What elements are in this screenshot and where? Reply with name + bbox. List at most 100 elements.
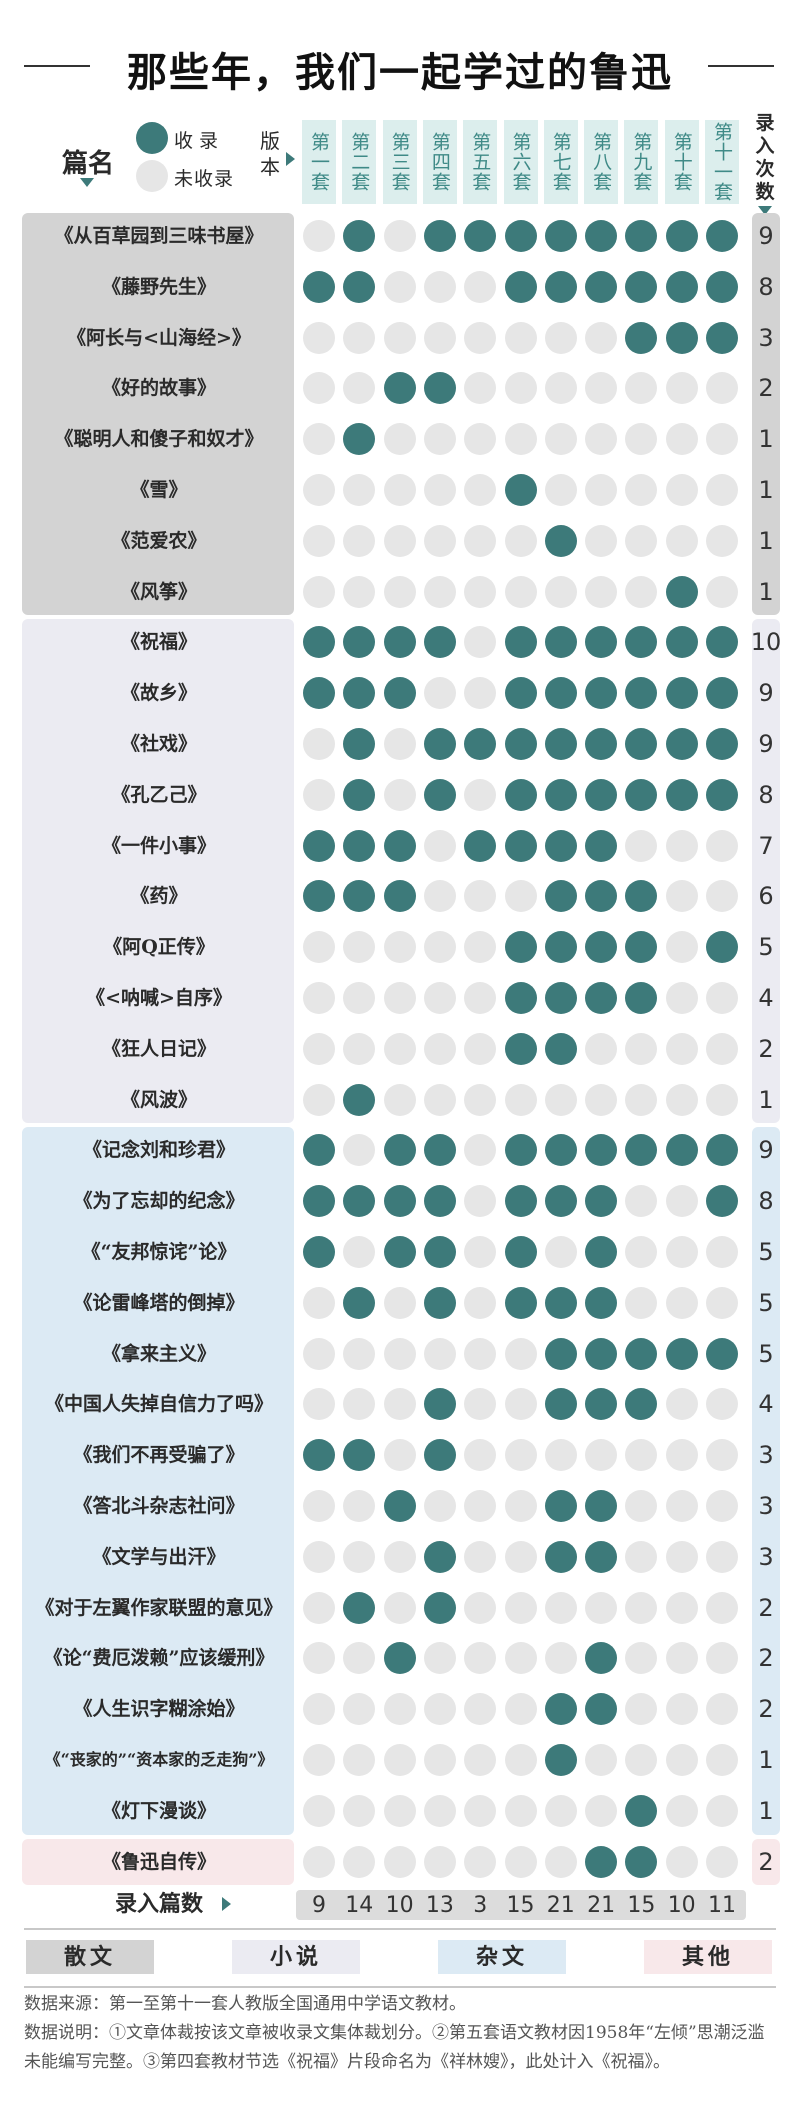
excluded-dot-col-11 (706, 1286, 738, 1319)
included-dot-col-7 (544, 220, 577, 252)
included-dot-col-7 (544, 524, 577, 557)
included-dot-col-1 (303, 1185, 335, 1218)
included-dot-col-7 (544, 829, 577, 862)
included-dot-col-1 (303, 829, 335, 862)
excluded-dot-col-3 (383, 778, 416, 811)
excluded-dot-col-5 (464, 982, 497, 1014)
excluded-dot-col-9 (625, 1286, 658, 1319)
included-dot-col-1 (303, 270, 335, 303)
excluded-dot-col-5 (464, 778, 497, 811)
legend-included-dot (136, 122, 168, 154)
included-dot-col-7 (544, 270, 577, 303)
excluded-dot-col-2 (343, 372, 376, 405)
included-dot-col-2 (343, 1591, 376, 1624)
included-dot-col-8 (585, 829, 618, 862)
excluded-dot-col-7 (544, 1794, 577, 1827)
excluded-dot-col-10 (665, 1744, 698, 1776)
excluded-dot-col-6 (504, 1744, 537, 1776)
included-dot-col-4 (423, 1185, 456, 1218)
included-dot-col-4 (423, 1236, 456, 1268)
excluded-dot-col-11 (706, 575, 738, 608)
excluded-dot-col-3 (383, 1591, 416, 1624)
total-count-col-4: 13 (425, 1893, 454, 1918)
excluded-dot-col-5 (464, 1286, 497, 1319)
excluded-dot-col-5 (464, 372, 497, 405)
excluded-dot-col-8 (585, 1032, 618, 1065)
article-title: 《阿Q正传》 (103, 936, 215, 959)
excluded-dot-col-7 (544, 1083, 577, 1116)
excluded-dot-col-10 (665, 1185, 698, 1218)
inclusion-count: 2 (758, 374, 774, 403)
excluded-dot-col-10 (665, 1540, 698, 1573)
excluded-dot-col-1 (303, 778, 335, 811)
legend-excluded-dot (136, 160, 168, 192)
excluded-dot-col-11 (706, 982, 738, 1014)
excluded-dot-col-9 (625, 1032, 658, 1065)
excluded-dot-col-5 (464, 626, 497, 659)
column-header-7: 第七套 (543, 120, 578, 204)
included-dot-col-2 (343, 728, 376, 760)
article-title: 《风筝》 (120, 580, 197, 603)
excluded-dot-col-6 (504, 575, 537, 608)
included-dot-col-8 (585, 1185, 618, 1218)
count-column-background (752, 213, 780, 616)
included-dot-col-7 (544, 1337, 577, 1370)
excluded-dot-col-5 (464, 1744, 497, 1776)
excluded-dot-col-4 (423, 931, 456, 964)
included-dot-col-10 (665, 778, 698, 811)
inclusion-count: 2 (758, 1695, 774, 1724)
inclusion-count: 2 (758, 1644, 774, 1673)
excluded-dot-col-10 (665, 1845, 698, 1878)
included-dot-col-8 (585, 880, 618, 913)
excluded-dot-col-2 (343, 1490, 376, 1522)
excluded-dot-col-5 (464, 1083, 497, 1116)
excluded-dot-col-4 (423, 1642, 456, 1675)
excluded-dot-col-2 (343, 1642, 376, 1675)
excluded-dot-col-10 (665, 372, 698, 405)
excluded-dot-col-3 (383, 1388, 416, 1421)
included-dot-col-6 (504, 1185, 537, 1218)
included-dot-col-3 (383, 677, 416, 710)
article-title: 《论雷峰塔的倒掉》 (73, 1291, 245, 1314)
excluded-dot-col-10 (665, 1032, 698, 1065)
excluded-dot-col-8 (585, 1591, 618, 1624)
inclusion-count: 6 (758, 882, 774, 911)
excluded-dot-col-1 (303, 220, 335, 252)
excluded-dot-col-5 (464, 575, 497, 608)
excluded-dot-col-4 (423, 474, 456, 506)
inclusion-count: 1 (758, 1796, 774, 1825)
excluded-dot-col-1 (303, 372, 335, 405)
total-count-col-10: 10 (667, 1893, 696, 1918)
column-header-3: 第三套 (382, 120, 417, 204)
excluded-dot-col-9 (625, 1236, 658, 1268)
article-title: 《从百草园到三味书屋》 (54, 225, 264, 247)
excluded-dot-col-1 (303, 1083, 335, 1116)
excluded-dot-col-5 (464, 677, 497, 710)
excluded-dot-col-8 (585, 524, 618, 557)
included-dot-col-7 (544, 982, 577, 1014)
inclusion-count: 8 (758, 272, 774, 301)
excluded-dot-col-5 (464, 474, 497, 506)
included-dot-col-7 (544, 677, 577, 710)
excluded-dot-col-1 (303, 1032, 335, 1065)
excluded-dot-col-5 (464, 1591, 497, 1624)
included-dot-col-3 (383, 829, 416, 862)
total-count-col-7: 21 (546, 1893, 575, 1918)
included-dot-col-9 (625, 270, 658, 303)
article-title: 《一件小事》 (101, 834, 216, 857)
article-title: 《中国人失掉自信力了吗》 (44, 1393, 273, 1416)
excluded-dot-col-2 (343, 1693, 376, 1726)
included-dot-col-8 (585, 270, 618, 303)
column-header-label: 第一套 (308, 132, 330, 192)
excluded-dot-col-3 (383, 524, 416, 557)
article-title: 《狂人日记》 (101, 1037, 216, 1060)
included-dot-col-3 (383, 880, 416, 913)
excluded-dot-col-5 (464, 1185, 497, 1218)
excluded-dot-col-4 (423, 1337, 456, 1370)
excluded-dot-col-11 (706, 880, 738, 913)
included-dot-col-3 (383, 1642, 416, 1675)
page-title: 那些年，我们一起学过的鲁迅 (127, 50, 673, 96)
excluded-dot-col-7 (544, 1236, 577, 1268)
excluded-dot-col-6 (504, 1490, 537, 1522)
excluded-dot-col-3 (383, 1845, 416, 1878)
